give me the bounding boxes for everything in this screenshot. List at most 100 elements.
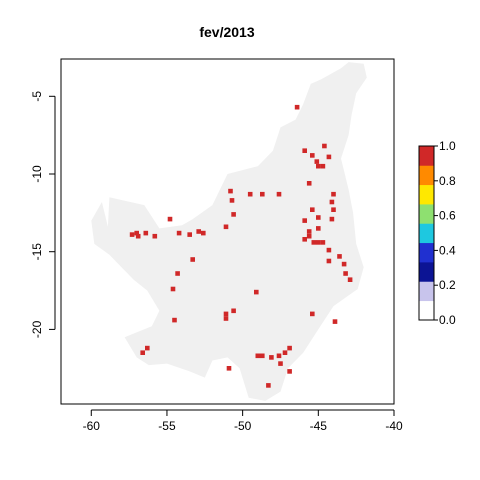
data-cell [129, 232, 135, 237]
data-cell [143, 230, 149, 236]
data-cell [326, 247, 332, 253]
data-cell [329, 199, 335, 205]
chart-title: fev/2013 [199, 24, 254, 40]
data-cell [310, 207, 315, 212]
data-cell [190, 257, 195, 262]
legend-color-step [419, 300, 434, 321]
data-cell [223, 224, 229, 230]
color-legend: 0.0 0.2 0.4 0.6 0.8 1.0 [418, 139, 456, 327]
legend-color-step [419, 281, 434, 302]
data-cell [276, 191, 282, 197]
data-cell [278, 361, 283, 366]
data-cell [187, 232, 192, 237]
data-cell [170, 286, 176, 292]
y-tick-label: -20 [30, 320, 44, 338]
legend-color-step [419, 262, 434, 282]
data-cell [140, 350, 145, 355]
data-cell [329, 216, 335, 222]
data-cell [306, 233, 312, 239]
data-cell [316, 226, 321, 231]
data-cell [228, 188, 233, 194]
data-cell [167, 216, 173, 222]
data-cell [311, 240, 317, 245]
data-cell [201, 230, 206, 236]
data-cell [134, 230, 139, 236]
data-cell [135, 233, 141, 239]
data-cell [172, 317, 177, 323]
data-cell [247, 191, 253, 197]
data-cell [326, 258, 332, 264]
data-cell [254, 289, 259, 295]
plot-frame [60, 58, 395, 405]
y-axis: -5 -10 -15 -20 [30, 91, 56, 338]
data-cell [229, 198, 235, 203]
data-cell [314, 159, 320, 164]
data-cell [302, 218, 307, 223]
data-cell [320, 163, 326, 169]
plot-region [60, 58, 395, 405]
data-cell [306, 229, 312, 234]
legend-color-step [419, 223, 434, 244]
data-cell [145, 345, 150, 351]
data-cell [287, 345, 292, 351]
legend-color-step [419, 146, 434, 166]
legend-tick-label: 0.6 [439, 209, 456, 223]
data-cell [175, 271, 180, 276]
data-cell [302, 237, 307, 242]
data-cell [347, 277, 353, 282]
data-cell [331, 191, 336, 197]
data-cell [269, 355, 274, 360]
x-tick-label: -60 [83, 419, 101, 433]
y-tick-label: -15 [30, 243, 44, 261]
region-shape [91, 62, 367, 401]
legend-tick-label: 1.0 [439, 139, 456, 153]
y-tick-label: -5 [30, 91, 44, 102]
data-cell [316, 163, 321, 169]
data-cell [316, 240, 321, 245]
data-cell [231, 308, 236, 314]
legend-tick-label: 0.2 [439, 278, 456, 292]
y-tick-label: -10 [30, 165, 44, 183]
data-cell [306, 181, 312, 186]
data-cell [294, 104, 300, 110]
data-cell [341, 261, 347, 267]
legend-color-step [419, 165, 434, 186]
data-cell [332, 319, 338, 324]
data-cell [226, 366, 232, 371]
data-cell [260, 191, 265, 197]
data-cell [196, 229, 201, 234]
data-cell [322, 143, 327, 149]
x-tick-label: -55 [158, 419, 176, 433]
data-cell [255, 353, 261, 359]
data-cell [310, 153, 315, 158]
x-tick-label: -40 [385, 419, 403, 433]
data-cell [223, 316, 229, 321]
data-cell [310, 311, 315, 317]
data-cell [326, 154, 332, 160]
data-cell [223, 311, 229, 317]
region-shape-layer [91, 62, 367, 401]
legend-color-step [419, 204, 434, 224]
data-cell [320, 240, 326, 245]
data-cell [302, 148, 307, 153]
legend-tick-label: 0.4 [439, 243, 456, 257]
data-cell [331, 207, 336, 212]
data-cell [337, 254, 342, 259]
x-axis: -60 -55 -50 -45 -40 [83, 409, 403, 433]
x-tick-label: -50 [234, 419, 252, 433]
x-tick-label: -45 [310, 419, 328, 433]
data-cell [176, 230, 182, 236]
data-cell [282, 350, 288, 355]
data-cell [287, 369, 292, 374]
data-cell [260, 353, 265, 359]
data-cell [276, 353, 282, 359]
data-cell [266, 383, 271, 388]
legend-color-step [419, 242, 434, 263]
data-cell [343, 271, 348, 276]
legend-tick-label: 0.0 [439, 313, 456, 327]
legend-tick-label: 0.8 [439, 174, 456, 188]
data-cells-layer [129, 104, 353, 388]
legend-frame [418, 145, 435, 321]
data-cell [152, 233, 158, 239]
